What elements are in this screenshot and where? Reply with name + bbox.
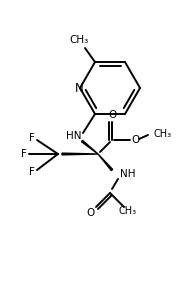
Text: NH: NH xyxy=(120,169,135,179)
Text: CH₃: CH₃ xyxy=(154,129,172,139)
Text: O: O xyxy=(86,208,94,218)
Text: HN: HN xyxy=(66,131,82,141)
Polygon shape xyxy=(82,140,98,154)
Text: O: O xyxy=(131,135,139,145)
Text: CH₃: CH₃ xyxy=(69,35,89,45)
Text: F: F xyxy=(29,167,35,177)
Text: N: N xyxy=(75,81,83,95)
Text: F: F xyxy=(21,149,27,159)
Text: CH₃: CH₃ xyxy=(119,206,137,216)
Polygon shape xyxy=(98,154,113,170)
Text: F: F xyxy=(29,133,35,143)
Text: O: O xyxy=(108,110,116,120)
Polygon shape xyxy=(62,153,98,155)
